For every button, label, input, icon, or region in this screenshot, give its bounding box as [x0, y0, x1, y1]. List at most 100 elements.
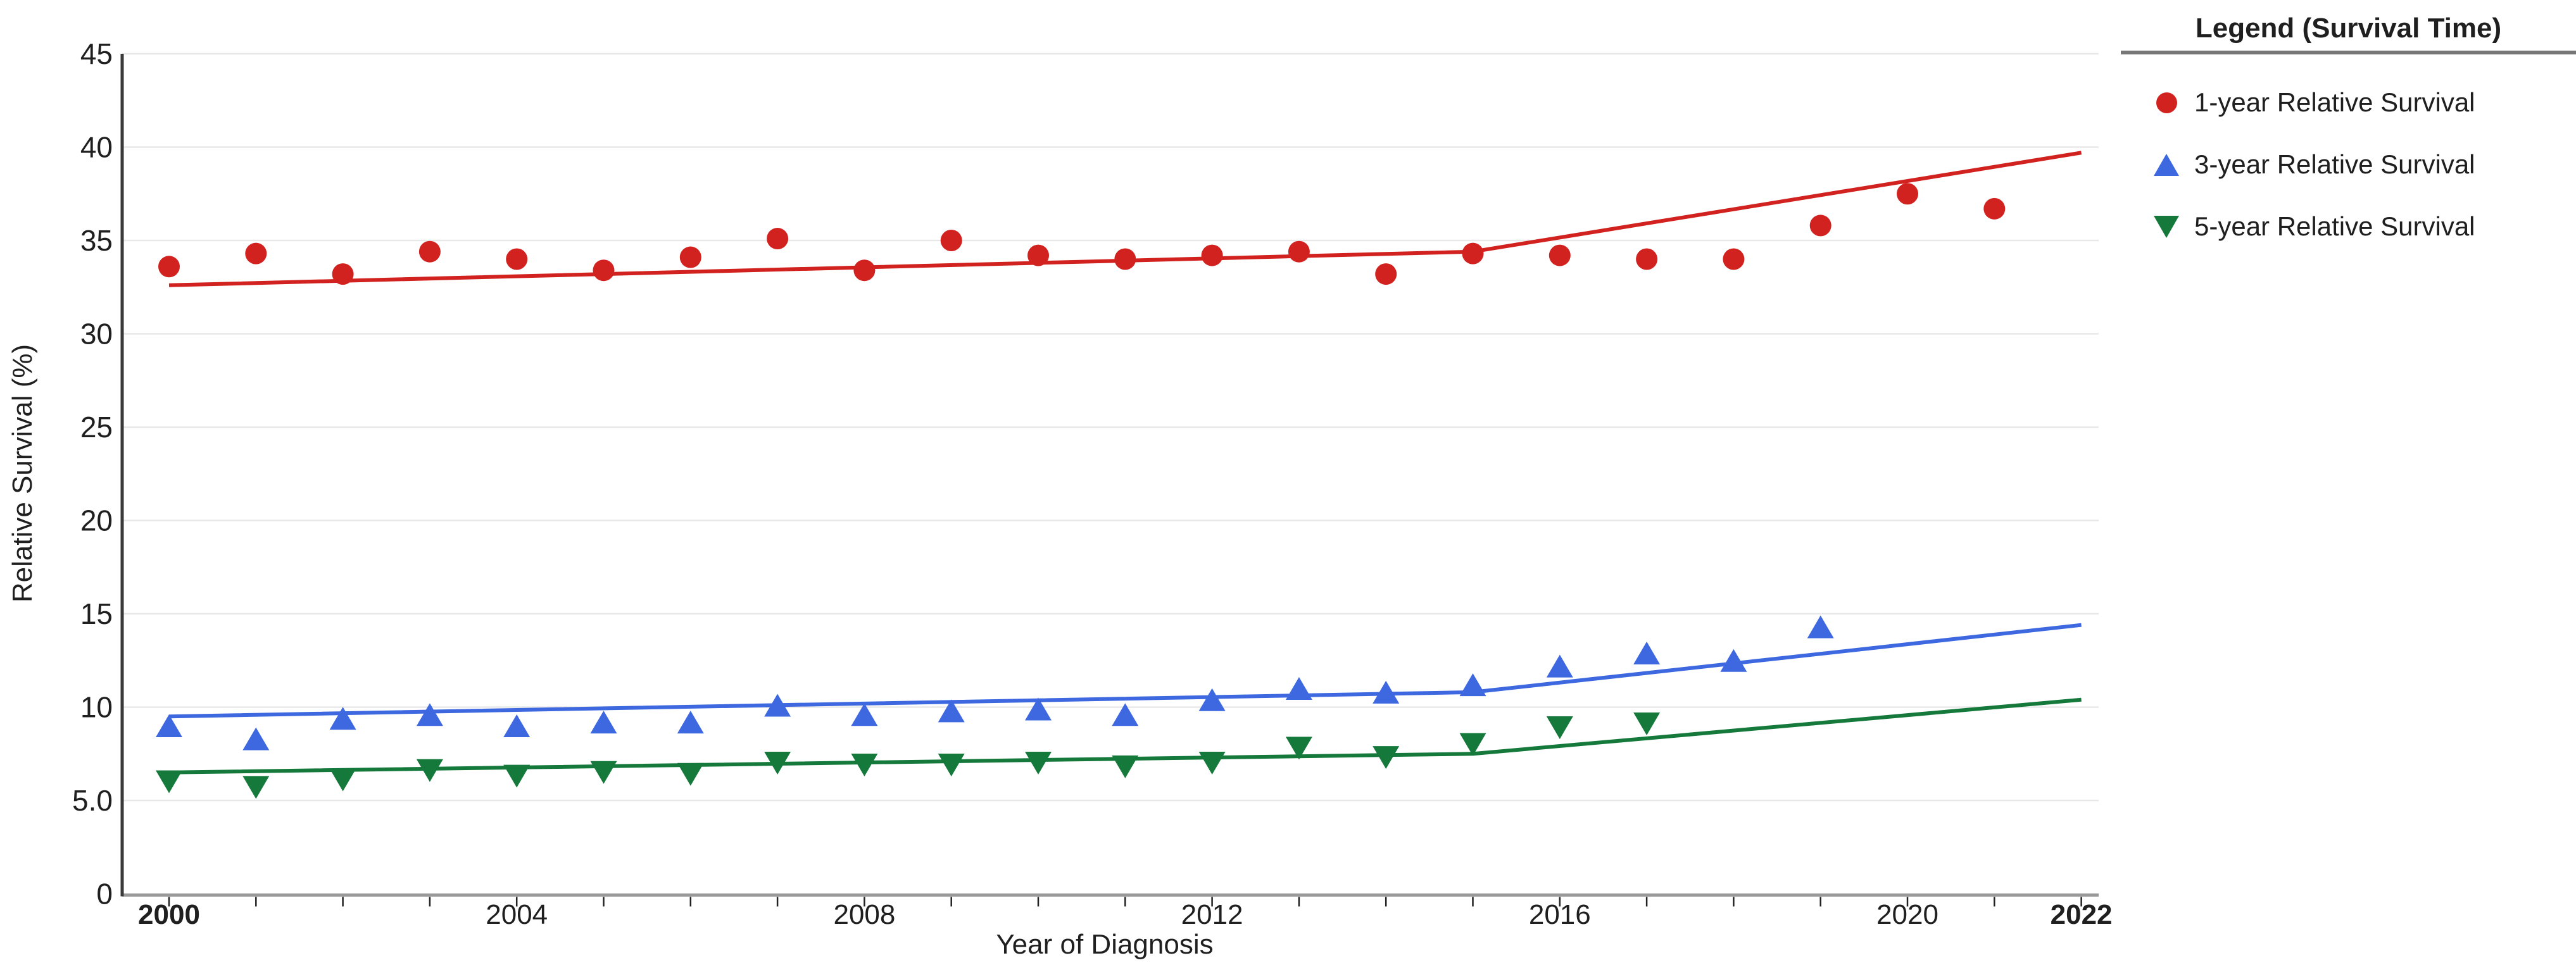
x-axis-title: Year of Diagnosis — [996, 929, 1214, 960]
y-tick-label: 40 — [80, 131, 113, 164]
legend-item-1-year: 1-year Relative Survival — [2154, 87, 2576, 117]
y-tick-label: 15 — [80, 597, 113, 630]
blue-triangle-up-icon — [2154, 153, 2179, 176]
legend-item-label: 5-year Relative Survival — [2194, 211, 2475, 241]
x-tick-label: 2020 — [1876, 899, 1938, 930]
y-tick-labels: 45 40 35 30 25 20 15 10 5.0 0 — [72, 37, 113, 911]
y-tick-label: 25 — [80, 411, 113, 444]
data-point — [1459, 733, 1486, 756]
data-point — [1027, 244, 1049, 266]
data-point — [851, 753, 878, 776]
data-point — [332, 263, 354, 285]
data-point — [1462, 242, 1484, 264]
data-point — [590, 711, 617, 734]
data-point — [156, 770, 182, 793]
data-point — [156, 714, 182, 737]
x-tick-label: 2016 — [1529, 899, 1591, 930]
data-point — [764, 752, 791, 775]
y-tick-label: 45 — [80, 37, 113, 70]
data-point — [1897, 183, 1918, 205]
data-point — [503, 714, 531, 737]
y-tick-label: 30 — [80, 318, 113, 351]
data-point — [1636, 248, 1658, 270]
data-point — [1549, 244, 1571, 266]
data-point — [418, 240, 441, 263]
data-point — [1807, 615, 1834, 638]
data-point — [242, 727, 270, 750]
legend-item-3-year: 3-year Relative Survival — [2154, 149, 2576, 179]
data-point — [853, 259, 876, 282]
x-tick-label: 2022 — [2051, 899, 2113, 930]
series-circle-points — [158, 183, 2006, 285]
data-point — [1633, 713, 1661, 736]
legend-item-label: 1-year Relative Survival — [2194, 87, 2475, 117]
y-tick-label: 0 — [96, 878, 113, 911]
data-point — [1025, 752, 1052, 775]
data-point — [1720, 649, 1747, 672]
data-point — [1112, 703, 1139, 726]
y-tick-label: 35 — [80, 224, 113, 257]
data-point — [677, 711, 704, 734]
data-point — [593, 259, 615, 282]
data-point — [938, 699, 965, 723]
data-point — [1025, 697, 1052, 721]
data-point — [506, 248, 528, 270]
x-ticks — [168, 897, 2082, 907]
y-tick-label: 20 — [80, 504, 113, 537]
legend-item-5-year: 5-year Relative Survival — [2154, 211, 2576, 241]
trend-lines — [168, 151, 2082, 775]
data-point — [940, 230, 962, 251]
data-point — [1546, 716, 1573, 739]
green-triangle-down-icon — [2154, 215, 2179, 238]
data-point — [1285, 737, 1312, 760]
data-point — [590, 761, 617, 784]
series-triangle-down-points — [156, 713, 1661, 799]
data-point — [245, 242, 267, 264]
data-point — [1373, 746, 1400, 769]
data-point — [679, 246, 701, 268]
x-tick-label: 2012 — [1181, 899, 1243, 930]
data-point — [1375, 263, 1397, 285]
data-point — [1546, 654, 1573, 678]
x-tick-label: 2004 — [486, 899, 548, 930]
legend-items: 1-year Relative Survival 3-year Relative… — [2121, 87, 2576, 241]
legend: Legend (Survival Time) 1-year Relative S… — [2121, 0, 2576, 241]
data-point — [1288, 240, 1310, 263]
data-point — [1633, 641, 1661, 664]
trend-line — [168, 623, 2082, 719]
data-point — [1198, 688, 1226, 711]
gridlines — [122, 53, 2099, 802]
data-point — [416, 759, 443, 782]
data-point — [1459, 673, 1486, 697]
data-point — [1114, 248, 1136, 270]
data-point — [1983, 197, 2006, 220]
data-point — [158, 256, 180, 278]
data-point — [1373, 680, 1400, 704]
data-point — [677, 762, 704, 786]
legend-title: Legend (Survival Time) — [2195, 13, 2502, 44]
data-point — [416, 703, 443, 726]
data-point — [938, 753, 965, 776]
x-tick-label: 2000 — [138, 899, 200, 930]
data-point — [767, 228, 789, 250]
data-point — [503, 764, 531, 788]
data-point — [1198, 752, 1226, 775]
data-point — [1201, 244, 1223, 266]
data-point — [1809, 215, 1831, 237]
x-tick-labels: 2000 2004 2008 2012 2016 2020 2022 — [138, 899, 2112, 930]
data-point — [764, 694, 791, 717]
data-point — [1112, 755, 1139, 778]
y-axis-title: Relative Survival (%) — [7, 344, 38, 603]
red-circle-icon — [2154, 92, 2179, 113]
data-point — [1723, 248, 1745, 270]
data-point — [1285, 677, 1312, 700]
data-point — [329, 768, 356, 792]
legend-divider — [2121, 51, 2576, 54]
y-tick-label: 10 — [80, 691, 113, 724]
data-point — [329, 707, 356, 730]
y-tick-label: 5.0 — [72, 784, 113, 817]
data-point — [851, 703, 878, 726]
legend-item-label: 3-year Relative Survival — [2194, 149, 2475, 179]
